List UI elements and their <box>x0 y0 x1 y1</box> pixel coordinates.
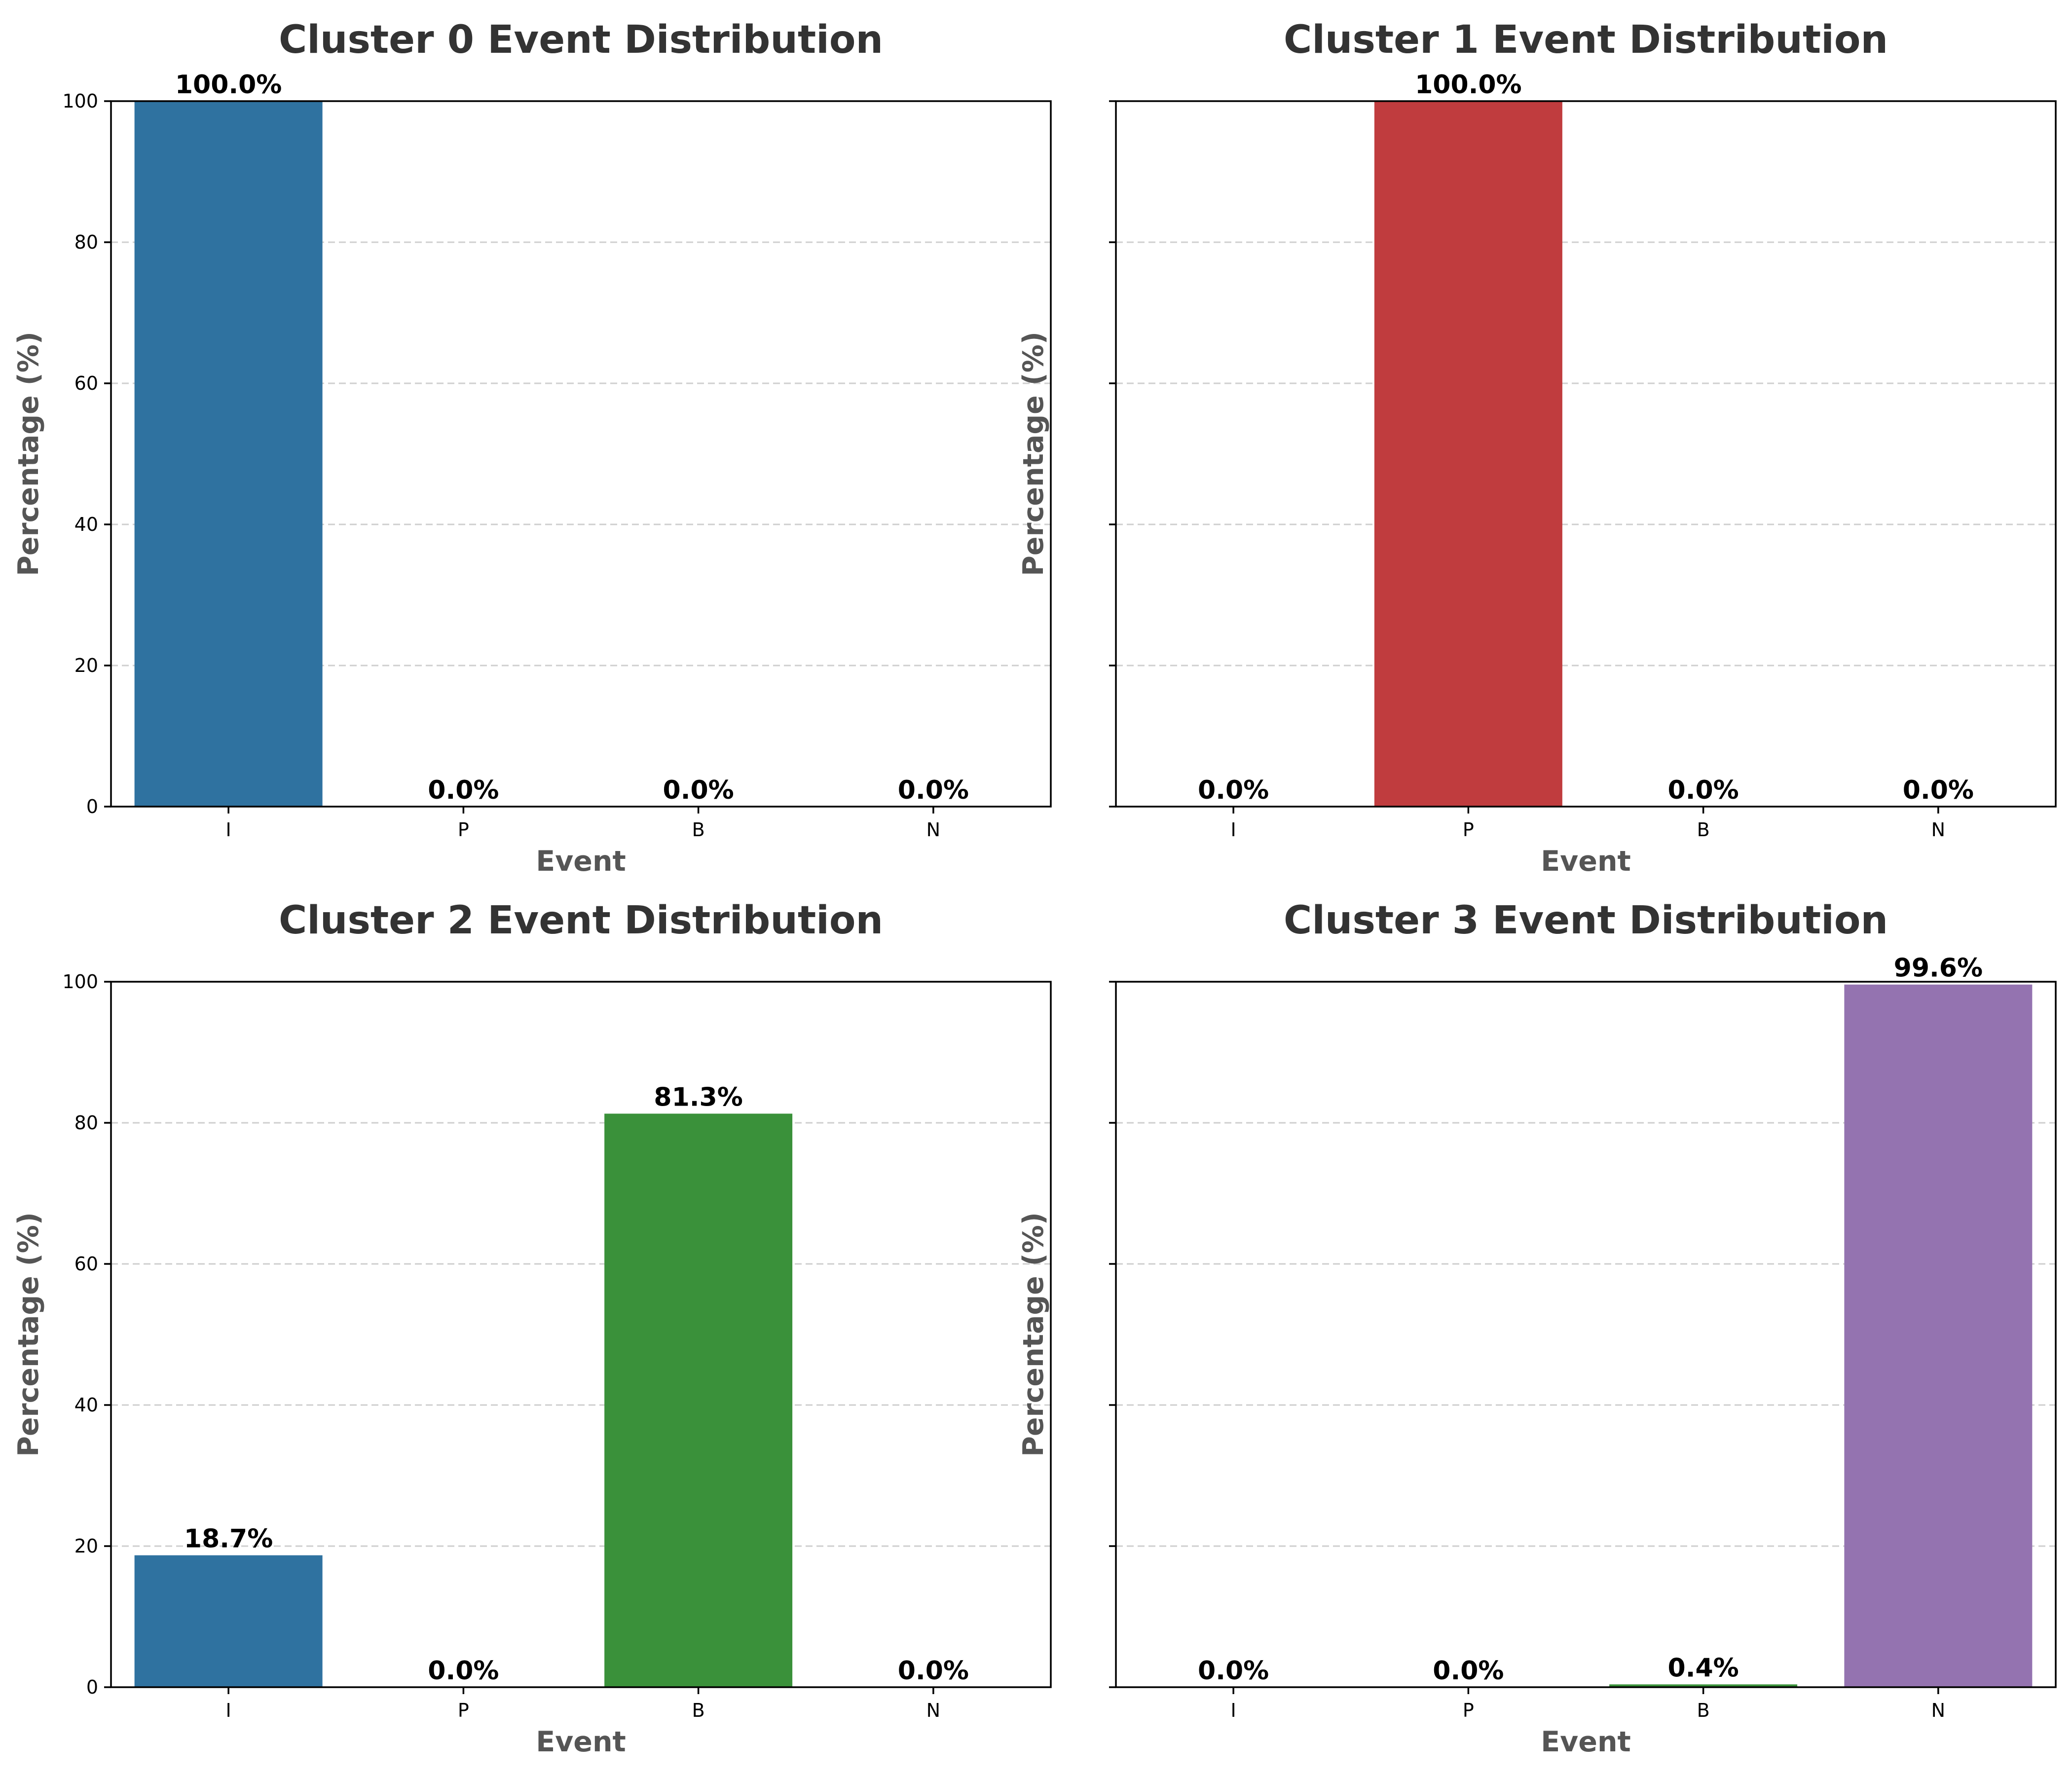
y-tick-label: 60 <box>74 372 98 394</box>
y-tick-label: 20 <box>74 1535 98 1557</box>
x-tick-label: I <box>226 819 231 841</box>
x-tick-label: P <box>1463 1700 1474 1721</box>
bar-I <box>134 1555 323 1687</box>
x-tick-label: I <box>1231 1700 1236 1721</box>
data-label-B: 0.4% <box>1668 1653 1739 1683</box>
data-label-P: 0.0% <box>428 1656 499 1686</box>
x-axis-label: Event <box>1541 1726 1631 1758</box>
chart-title: Cluster 3 Event Distribution <box>1284 898 1888 943</box>
y-axis-label: Percentage (%) <box>1017 332 1050 576</box>
y-tick-label: 40 <box>74 1394 98 1416</box>
x-axis-label: Event <box>1541 845 1631 878</box>
x-tick-label: I <box>1231 819 1236 841</box>
data-label-B: 0.0% <box>1668 776 1739 805</box>
bar-P <box>1374 101 1562 807</box>
plot-frame <box>110 981 1052 1688</box>
data-label-N: 99.6% <box>1894 954 1983 983</box>
plot-frame <box>1115 981 2057 1688</box>
x-tick-label: N <box>1931 1700 1945 1721</box>
x-axis-label: Event <box>536 845 626 878</box>
chart-title: Cluster 0 Event Distribution <box>279 18 883 62</box>
data-label-N: 0.0% <box>1903 776 1974 805</box>
x-tick-label: P <box>458 1700 469 1721</box>
x-tick-label: P <box>458 819 469 841</box>
bar-N <box>1844 984 2033 1687</box>
data-label-B: 0.0% <box>663 776 734 805</box>
x-tick-label: B <box>692 1700 705 1721</box>
x-tick-label: N <box>926 1700 940 1721</box>
data-label-N: 0.0% <box>898 776 969 805</box>
chart-panel-2: 0 20 40 60 80 100 I P B N 18.7% 0.0% 81.3% 0.0% Cluste… <box>12 898 1052 1758</box>
y-tick-label: 100 <box>62 90 98 112</box>
x-tick-label: N <box>926 819 940 841</box>
y-axis-label: Percentage (%) <box>12 332 45 576</box>
x-tick-label: I <box>226 1700 231 1721</box>
x-tick-label: B <box>692 819 705 841</box>
data-label-I: 18.7% <box>184 1524 273 1554</box>
data-label-N: 0.0% <box>898 1656 969 1686</box>
y-axis-label: Percentage (%) <box>12 1212 45 1457</box>
data-label-P: 100.0% <box>1415 70 1522 100</box>
chart-panel-0: 0 20 40 60 80 100 I P B N 100.0% 0.0% 0.0% 0.0% Cluste… <box>12 18 1052 878</box>
bar-B <box>604 1113 793 1687</box>
data-label-B: 81.3% <box>654 1082 742 1112</box>
y-tick-label: 0 <box>86 1676 98 1698</box>
plot-frame <box>1115 100 2057 808</box>
chart-title: Cluster 2 Event Distribution <box>279 898 883 943</box>
y-tick-label: 20 <box>74 655 98 676</box>
data-label-I: 100.0% <box>175 70 282 100</box>
y-tick-label: 100 <box>62 971 98 993</box>
y-axis-label: Percentage (%) <box>1017 1212 1050 1457</box>
data-label-I: 0.0% <box>1198 1656 1269 1686</box>
data-label-I: 0.0% <box>1198 776 1269 805</box>
x-tick-label: P <box>1463 819 1474 841</box>
chart-panel-3: I P B N 0.0% 0.0% 0.4% 99.6%Cluster 3 Event Dis… <box>1017 898 2057 1758</box>
data-label-P: 0.0% <box>428 776 499 805</box>
bar-I <box>134 101 323 807</box>
chart-panel-1: I P B N 0.0% 100.0% 0.0% 0.0% Cluster 1 Event Di… <box>1017 18 2057 878</box>
data-label-P: 0.0% <box>1433 1656 1504 1686</box>
chart-title: Cluster 1 Event Distribution <box>1284 18 1888 62</box>
y-tick-label: 80 <box>74 231 98 253</box>
plot-frame <box>110 100 1052 808</box>
x-axis-label: Event <box>536 1726 626 1758</box>
x-tick-label: B <box>1697 1700 1710 1721</box>
x-tick-label: N <box>1931 819 1945 841</box>
x-tick-label: B <box>1697 819 1710 841</box>
y-tick-label: 80 <box>74 1112 98 1134</box>
y-tick-label: 60 <box>74 1253 98 1275</box>
y-tick-label: 0 <box>86 796 98 817</box>
bar-B <box>1609 1684 1798 1687</box>
y-tick-label: 40 <box>74 514 98 535</box>
